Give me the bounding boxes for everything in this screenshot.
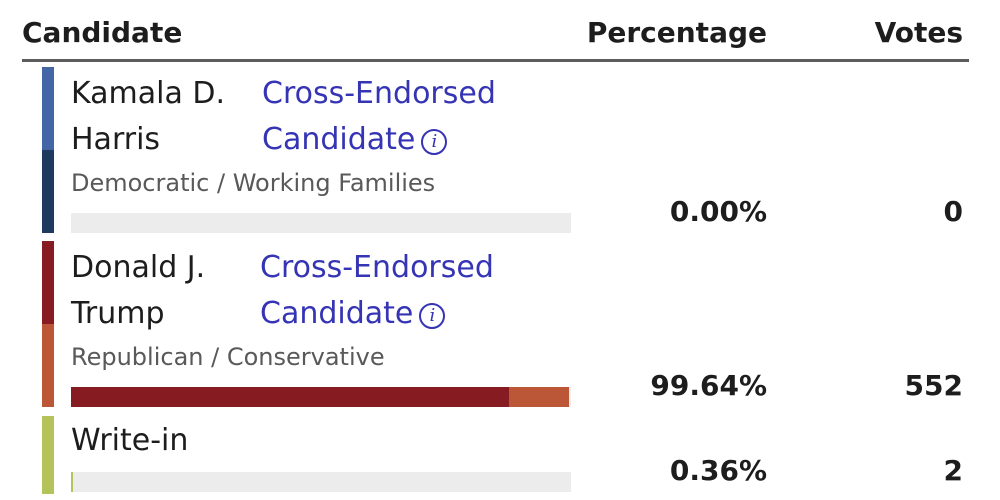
votes-column-header: Votes	[874, 16, 963, 49]
candidate-column-header: Candidate	[22, 16, 183, 49]
vote-share-fill	[71, 472, 73, 492]
candidate-name-line1: Kamala D.	[71, 76, 226, 111]
working-families-stripe	[42, 150, 54, 233]
party-label: Democratic / Working Families	[71, 169, 436, 197]
write-in-stripe	[42, 416, 54, 494]
party-color-stripe	[42, 241, 54, 407]
party-color-stripe	[42, 67, 54, 233]
conservative-stripe	[42, 324, 54, 407]
candidate-name-line1: Donald J.	[71, 250, 206, 285]
vote-share-fill-secondary	[509, 387, 569, 407]
votes-value: 552	[904, 369, 963, 402]
votes-value: 2	[943, 454, 963, 487]
vote-share-bar	[71, 387, 571, 407]
percentage-value: 0.00%	[669, 195, 767, 228]
candidate-name: Write-in	[71, 423, 189, 458]
cross-endorsed-candidate-text[interactable]: Candidate	[262, 122, 416, 157]
vote-share-bar	[71, 213, 571, 233]
cross-endorsed-link[interactable]: Cross-Endorsed	[262, 76, 496, 111]
vote-share-fill	[71, 387, 509, 407]
percentage-value: 99.64%	[650, 369, 767, 402]
cross-endorsed-link-line2[interactable]: Candidate i	[260, 291, 446, 337]
candidate-name-line2: Harris	[71, 122, 161, 157]
vote-share-bar	[71, 472, 571, 492]
cross-endorsed-candidate-text[interactable]: Candidate	[260, 296, 414, 331]
percentage-value: 0.36%	[669, 454, 767, 487]
cross-endorsed-link-line2[interactable]: Candidate i	[262, 117, 448, 163]
results-header: Candidate Percentage Votes	[22, 0, 969, 62]
cross-endorsed-link[interactable]: Cross-Endorsed	[260, 250, 494, 285]
republican-stripe	[42, 241, 54, 324]
votes-value: 0	[943, 195, 963, 228]
candidate-row-write-in: Write-in 0.36% 2	[42, 416, 969, 494]
info-icon[interactable]: i	[419, 303, 446, 329]
democratic-stripe	[42, 67, 54, 150]
party-label: Republican / Conservative	[71, 343, 385, 371]
candidate-row-harris: Kamala D. Harris Cross-Endorsed Candidat…	[42, 67, 969, 233]
percentage-column-header: Percentage	[586, 16, 767, 49]
candidate-name-line2: Trump	[71, 296, 165, 331]
party-color-stripe	[42, 416, 54, 494]
info-icon[interactable]: i	[421, 129, 448, 155]
candidate-row-trump: Donald J. Trump Cross-Endorsed Candidate…	[42, 241, 969, 407]
